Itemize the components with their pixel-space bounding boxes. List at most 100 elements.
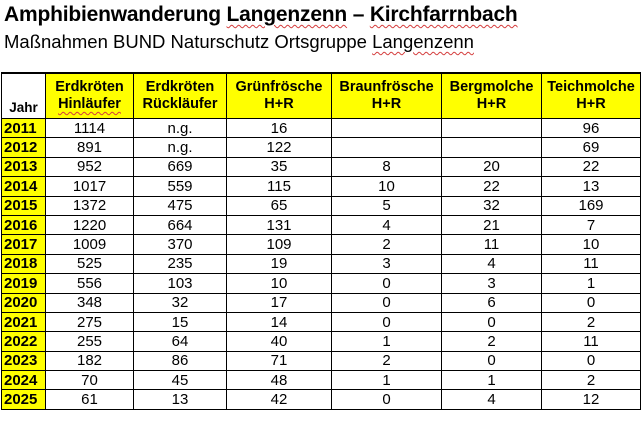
count-cell-erdkroeten-ruecklaeufer: 86 [133,350,227,372]
count-cell-braunfroesche: 4 [331,214,442,236]
count-cell-braunfroesche: 0 [331,292,442,313]
year-cell: 2024 [1,370,46,391]
count-cell-erdkroeten-ruecklaeufer: 45 [133,370,227,391]
count-cell-erdkroeten-hinlaeufer: 182 [45,350,134,372]
count-cell-braunfroesche: 0 [331,389,442,410]
table-row: 2016 1220 664 131 4 21 7 [1,214,641,236]
table-row: 2017 1009 370 109 2 11 10 [1,234,641,255]
table-row: 2013 952 669 35 8 20 22 [1,156,641,178]
title-word-langenzenn: Langenzenn [226,3,348,26]
year-cell: 2025 [1,389,46,410]
year-cell: 2019 [1,273,46,294]
count-cell-gruenfroesche: 40 [226,331,332,352]
count-cell-erdkroeten-hinlaeufer: 61 [45,389,134,410]
count-cell-teichmolche: 96 [541,117,641,139]
count-cell-erdkroeten-ruecklaeufer: 559 [133,176,227,197]
column-header-line1: Erdkröten [145,79,215,95]
count-cell-erdkroeten-hinlaeufer: 556 [45,273,134,294]
count-cell-bergmolche: 11 [441,234,542,255]
table-row: 2019 556 103 10 0 3 1 [1,273,641,294]
count-cell-teichmolche: 0 [541,292,641,313]
count-cell-gruenfroesche: 71 [226,350,332,372]
count-cell-erdkroeten-ruecklaeufer: 13 [133,389,227,410]
count-cell-erdkroeten-ruecklaeufer: 669 [133,156,227,178]
count-cell-erdkroeten-hinlaeufer: 1220 [45,214,134,236]
count-cell-teichmolche: 12 [541,389,641,410]
year-cell: 2012 [1,137,46,158]
count-cell-erdkroeten-ruecklaeufer: 370 [133,234,227,255]
count-cell-erdkroeten-ruecklaeufer: n.g. [133,117,227,139]
count-cell-erdkroeten-hinlaeufer: 1372 [45,195,134,216]
page-title: Amphibienwanderung Langenzenn – Kirchfar… [4,3,518,27]
count-cell-erdkroeten-ruecklaeufer: 15 [133,311,227,333]
count-cell-teichmolche: 22 [541,156,641,178]
count-cell-teichmolche: 69 [541,137,641,158]
count-cell-teichmolche: 7 [541,214,641,236]
count-cell-braunfroesche: 10 [331,176,442,197]
count-cell-teichmolche: 11 [541,253,641,275]
table-row: 2023 182 86 71 2 0 0 [1,350,641,372]
column-header-bergmolche: Bergmolche H+R [441,72,542,119]
count-cell-teichmolche: 0 [541,350,641,372]
count-cell-bergmolche: 20 [441,156,542,178]
subtitle-word-langenzenn: Langenzenn [372,31,474,52]
column-header-teichmolche: Teichmolche H+R [541,72,641,119]
year-cell: 2011 [1,117,46,139]
table-row: 2020 348 32 17 0 6 0 [1,292,641,313]
amphibian-count-table: Jahr Erdkröten Hinläufer Erdkröten Rückläuf… [1,72,641,410]
year-cell: 2014 [1,176,46,197]
title-word-kirchfarrnbach: Kirchfarrnbach [369,3,518,26]
count-cell-gruenfroesche: 42 [226,389,332,410]
count-cell-erdkroeten-hinlaeufer: 70 [45,370,134,391]
table-row: 2018 525 235 19 3 4 11 [1,253,641,275]
count-cell-braunfroesche: 2 [331,234,442,255]
count-cell-gruenfroesche: 109 [226,234,332,255]
count-cell-erdkroeten-hinlaeufer: 1017 [45,176,134,197]
count-cell-gruenfroesche: 131 [226,214,332,236]
count-cell-erdkroeten-ruecklaeufer: 32 [133,292,227,313]
count-cell-bergmolche: 0 [441,350,542,372]
count-cell-braunfroesche: 3 [331,253,442,275]
count-cell-teichmolche: 169 [541,195,641,216]
title-text-start: Amphibienwanderung [4,3,227,26]
count-cell-braunfroesche [331,117,442,139]
count-cell-teichmolche: 11 [541,331,641,352]
table-row: 2012 891 n.g. 122 69 [1,137,641,158]
year-cell: 2017 [1,234,46,255]
count-cell-erdkroeten-hinlaeufer: 1009 [45,234,134,255]
column-header-braunfroesche: Braunfrösche H+R [331,72,442,119]
count-cell-bergmolche: 4 [441,253,542,275]
count-cell-erdkroeten-hinlaeufer: 952 [45,156,134,178]
count-cell-braunfroesche: 0 [331,311,442,333]
column-header-line2: H+R [576,96,606,112]
count-cell-bergmolche: 32 [441,195,542,216]
column-header-erdkroeten-ruecklaeufer: Erdkröten Rückläufer [133,72,227,119]
count-cell-erdkroeten-ruecklaeufer: n.g. [133,137,227,158]
count-cell-bergmolche: 21 [441,214,542,236]
count-cell-gruenfroesche: 17 [226,292,332,313]
count-cell-gruenfroesche: 19 [226,253,332,275]
column-header-erdkroeten-hinlaeufer: Erdkröten Hinläufer [45,72,134,119]
count-cell-teichmolche: 2 [541,370,641,391]
count-cell-gruenfroesche: 48 [226,370,332,391]
count-cell-bergmolche [441,137,542,158]
count-cell-bergmolche: 0 [441,311,542,333]
count-cell-gruenfroesche: 65 [226,195,332,216]
year-cell: 2013 [1,156,46,178]
count-cell-braunfroesche: 8 [331,156,442,178]
year-cell: 2016 [1,214,46,236]
count-cell-bergmolche: 4 [441,389,542,410]
count-cell-teichmolche: 1 [541,273,641,294]
count-cell-bergmolche: 22 [441,176,542,197]
count-cell-erdkroeten-hinlaeufer: 1114 [45,117,134,139]
count-cell-erdkroeten-ruecklaeufer: 664 [133,214,227,236]
column-header-line1: Erdkröten [55,79,124,95]
column-header-line1: Bergmolche [449,79,534,95]
count-cell-gruenfroesche: 122 [226,137,332,158]
year-cell: 2022 [1,331,46,352]
count-cell-teichmolche: 13 [541,176,641,197]
year-cell: 2015 [1,195,46,216]
table-row: 2022 255 64 40 1 2 11 [1,331,641,352]
column-header-line1: Grünfrösche [235,79,323,95]
table-body: 2011 1114 n.g. 16 96 2012 891 n.g. 122 69 2013 952 6… [1,117,641,410]
